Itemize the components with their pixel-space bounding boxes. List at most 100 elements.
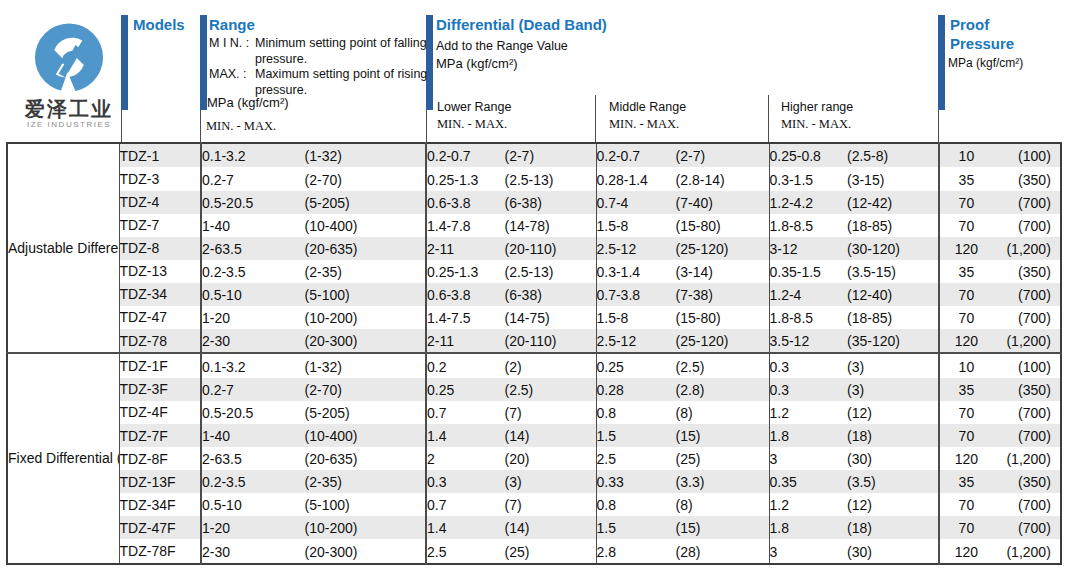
- value-mpa: 2.5-12: [597, 241, 676, 257]
- model-cell: TDZ-13: [119, 260, 201, 283]
- value-kgf: (15-80): [676, 218, 767, 234]
- higher-cell: 1.2-4(12-40): [769, 283, 939, 306]
- differential-subtitle: Add to the Range Value: [436, 39, 568, 53]
- value-mpa: 0.5-10: [202, 287, 305, 303]
- value-mpa: 1.5-8: [597, 218, 676, 234]
- value-kgf: (2.5-8): [847, 148, 936, 164]
- range-cell: 0.5-10(5-100): [201, 283, 426, 306]
- value-kgf: (2-70): [305, 172, 423, 188]
- middle-cell: 2.5(25): [596, 447, 769, 470]
- proof-cell: 120(1,200): [939, 447, 1061, 470]
- value-kgf: (100): [993, 359, 1059, 375]
- higher-cell: 1.8(18): [769, 516, 939, 539]
- higher-cell: 0.3(3): [769, 353, 939, 377]
- table-row: TDZ-40.5-20.5(5-205)0.6-3.8(6-38)0.7-4(7…: [7, 191, 1061, 214]
- value-mpa: 0.7: [427, 405, 505, 421]
- lower-cell: 2.5(25): [426, 539, 596, 564]
- higher-cell: 3(30): [769, 447, 939, 470]
- lower-cell: 2-11(20-110): [426, 329, 596, 353]
- value-kgf: (700): [993, 195, 1059, 211]
- range-cell: 1-20(10-200): [201, 516, 426, 539]
- range-cell: 2-63.5(20-635): [201, 237, 426, 260]
- value-mpa: 10: [940, 359, 993, 375]
- value-mpa: 1.8: [770, 428, 848, 444]
- value-mpa: 35: [940, 382, 993, 398]
- value-mpa: 0.8: [597, 405, 676, 421]
- value-mpa: 2-11: [427, 333, 505, 349]
- table-row: TDZ-82-63.5(20-635)2-11(20-110)2.5-12(25…: [7, 237, 1061, 260]
- higher-cell: 3-12(30-120): [769, 237, 939, 260]
- value-kgf: (20-110): [505, 333, 594, 349]
- value-mpa: 70: [940, 497, 993, 513]
- value-kgf: (350): [993, 382, 1059, 398]
- model-cell: TDZ-78F: [119, 539, 201, 564]
- value-mpa: 3.5-12: [770, 333, 848, 349]
- value-mpa: 0.3-1.5: [770, 172, 848, 188]
- middle-cell: 0.3-1.4(3-14): [596, 260, 769, 283]
- value-mpa: 2-63.5: [202, 241, 305, 257]
- value-mpa: 3-12: [770, 241, 848, 257]
- value-mpa: 2-30: [202, 333, 305, 349]
- value-kgf: (3): [847, 382, 936, 398]
- min-text: Minimum setting point of falling pressur…: [255, 36, 429, 67]
- value-mpa: 120: [940, 544, 993, 560]
- subcolumn-header-middle-range: Middle Range: [609, 100, 686, 114]
- value-mpa: 70: [940, 218, 993, 234]
- value-kgf: (20): [505, 451, 594, 467]
- value-kgf: (25): [676, 451, 767, 467]
- header-divider: [938, 110, 939, 142]
- value-mpa: 0.7-4: [597, 195, 676, 211]
- lower-cell: 0.25-1.3(2.5-13): [426, 167, 596, 190]
- value-kgf: (350): [993, 172, 1059, 188]
- value-kgf: (6-38): [505, 195, 594, 211]
- value-mpa: 0.5-20.5: [202, 195, 305, 211]
- value-mpa: 1-20: [202, 520, 305, 536]
- value-kgf: (25-120): [676, 333, 767, 349]
- value-kgf: (350): [993, 264, 1059, 280]
- model-cell: TDZ-34F: [119, 493, 201, 516]
- value-kgf: (3.5): [847, 474, 936, 490]
- range-description: M I N. : Minimum setting point of fallin…: [209, 36, 429, 98]
- middle-cell: 2.8(28): [596, 539, 769, 564]
- model-cell: TDZ-3: [119, 167, 201, 190]
- proof-accent-bar: [938, 15, 945, 110]
- value-mpa: 0.2-3.5: [202, 474, 305, 490]
- table-row: TDZ-471-20(10-200)1.4-7.5(14-75)1.5-8(15…: [7, 306, 1061, 329]
- differential-unit: MPa (kgf/cm²): [436, 56, 518, 71]
- value-mpa: 1.5: [597, 428, 676, 444]
- value-mpa: 1.8-8.5: [770, 310, 848, 326]
- lower-cell: 2(20): [426, 447, 596, 470]
- value-kgf: (7-40): [676, 195, 767, 211]
- value-kgf: (2.5-13): [505, 264, 594, 280]
- value-kgf: (18): [847, 428, 936, 444]
- value-mpa: 1.2-4: [770, 287, 848, 303]
- table-row: TDZ-13F0.2-3.5(2-35)0.3(3)0.33(3.3)0.35(…: [7, 470, 1061, 493]
- table-row: Adjustable Differential (Dead Band) Type…: [7, 143, 1061, 167]
- value-mpa: 0.3-1.4: [597, 264, 676, 280]
- table-row: TDZ-130.2-3.5(2-35)0.25-1.3(2.5-13)0.3-1…: [7, 260, 1061, 283]
- value-mpa: 1.2: [770, 405, 848, 421]
- value-mpa: 1.2-4.2: [770, 195, 848, 211]
- value-mpa: 70: [940, 405, 993, 421]
- table-row: TDZ-3F0.2-7(2-70)0.25(2.5)0.28(2.8)0.3(3…: [7, 378, 1061, 401]
- proof-cell: 35(350): [939, 470, 1061, 493]
- value-kgf: (2-35): [305, 264, 423, 280]
- proof-cell: 70(700): [939, 283, 1061, 306]
- column-header-proof-line2: Pressure: [950, 35, 1014, 52]
- range-cell: 0.1-3.2(1-32): [201, 143, 426, 167]
- value-mpa: 2.5-12: [597, 333, 676, 349]
- value-kgf: (28): [676, 544, 767, 560]
- proof-cell: 35(350): [939, 378, 1061, 401]
- value-mpa: 0.25: [597, 359, 676, 375]
- model-cell: TDZ-13F: [119, 470, 201, 493]
- range-cell: 0.2-3.5(2-35): [201, 470, 426, 493]
- value-mpa: 0.2-0.7: [597, 148, 676, 164]
- value-kgf: (30): [847, 451, 936, 467]
- min-label: M I N. :: [209, 36, 255, 67]
- value-mpa: 35: [940, 474, 993, 490]
- value-kgf: (3.3): [676, 474, 767, 490]
- middle-cell: 1.5-8(15-80): [596, 214, 769, 237]
- range-unit: MPa (kgf/cm²): [207, 95, 289, 110]
- lower-cell: 0.6-3.8(6-38): [426, 191, 596, 214]
- subcolumn-header-higher-range: Higher range: [781, 100, 853, 114]
